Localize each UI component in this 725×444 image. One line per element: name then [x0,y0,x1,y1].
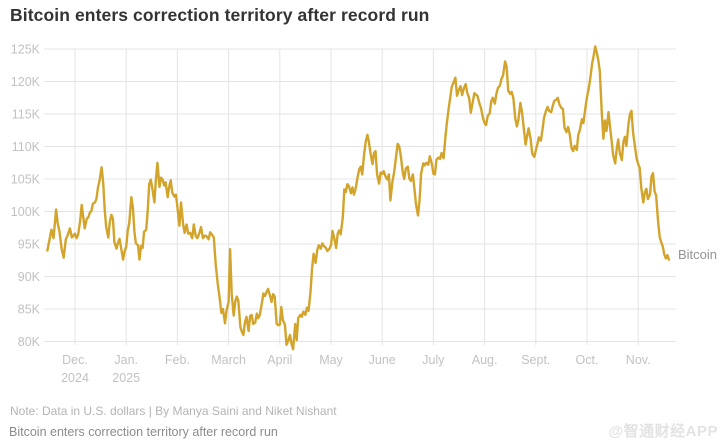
y-tick-label: 110K [12,140,41,154]
x-tick-label: Aug. [472,353,498,367]
chart-caption: Bitcoin enters correction territory afte… [9,425,278,439]
x-tick-label: Nov. [626,353,651,367]
x-tick-label: Sept. [521,353,550,367]
y-tick-label: 85K [18,303,41,317]
x-tick-label: July [422,353,445,367]
y-tick-label: 100K [11,205,41,219]
y-tick-label: 80K [18,335,41,349]
x-tick-label: Jan. [114,353,138,367]
y-tick-label: 125K [11,43,41,57]
x-tick-label: May [319,353,343,367]
source-note: Note: Data in U.S. dollars | By Manya Sa… [10,404,337,418]
price-line [46,45,671,351]
page-title: Bitcoin enters correction territory afte… [10,5,430,25]
y-tick-label: 120K [11,75,41,89]
y-tick-label: 115K [12,108,41,122]
x-tick-label: March [211,353,246,367]
x-tick-label: Oct. [576,353,599,367]
y-tick-label: 90K [18,270,41,284]
x-tick-sublabel: 2025 [112,371,140,385]
bitcoin-series-label: Bitcoin [678,247,718,262]
y-tick-label: 105K [11,173,41,187]
x-tick-label: Dec. [62,353,88,367]
x-tick-label: June [369,353,396,367]
watermark: @智通财经APP [608,423,718,440]
y-tick-label: 95K [18,238,41,252]
x-tick-label: April [267,353,292,367]
x-tick-sublabel: 2024 [61,371,89,385]
x-tick-label: Feb. [165,353,190,367]
